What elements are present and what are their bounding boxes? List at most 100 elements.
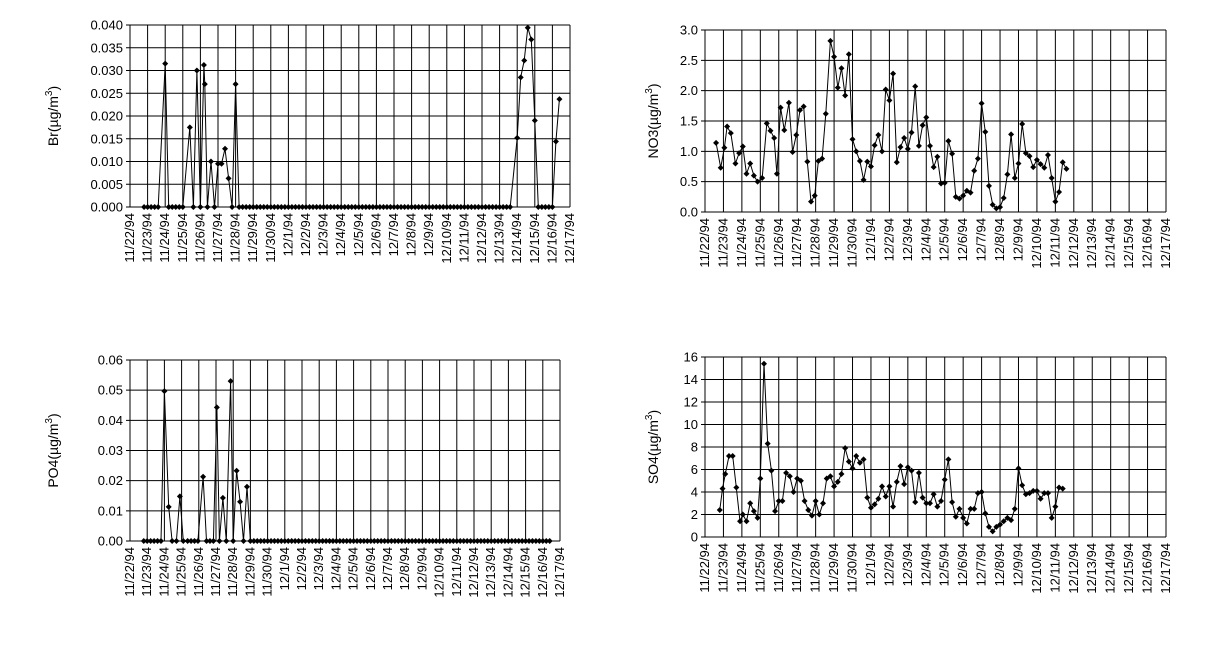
data-point	[247, 538, 254, 544]
data-point	[222, 145, 229, 152]
x-tick-label: 12/2/94	[881, 218, 896, 261]
data-point	[343, 538, 350, 544]
data-point	[785, 99, 792, 106]
series-line	[143, 381, 550, 542]
data-point	[773, 170, 780, 177]
data-point	[261, 538, 268, 544]
data-point	[532, 538, 539, 544]
data-point	[827, 37, 834, 44]
x-tick-label: 12/15/94	[518, 547, 533, 598]
data-point	[875, 495, 882, 502]
data-point	[867, 163, 874, 170]
data-point	[882, 493, 889, 500]
data-point	[912, 499, 919, 506]
data-point	[227, 378, 234, 385]
data-point	[960, 192, 967, 199]
data-point	[422, 204, 429, 210]
data-point	[391, 204, 397, 210]
data-point	[886, 97, 893, 104]
data-point	[539, 538, 546, 544]
y-axis-label: NO3(µg/m3)	[644, 83, 661, 158]
data-point	[200, 473, 207, 480]
data-point	[871, 142, 878, 149]
x-tick-label: 12/5/94	[351, 213, 366, 256]
x-tick-label: 12/9/94	[421, 213, 436, 256]
data-point	[340, 538, 347, 544]
data-point	[793, 131, 800, 138]
data-point	[1019, 121, 1026, 128]
x-tick-label: 11/24/94	[734, 218, 749, 268]
data-point	[373, 204, 380, 210]
data-point	[426, 538, 433, 544]
x-tick-label: 11/26/94	[771, 543, 786, 593]
x-tick-label: 11/25/94	[752, 218, 767, 268]
data-point	[831, 483, 838, 490]
data-point	[391, 538, 398, 544]
data-point	[271, 538, 278, 544]
y-tick-label: 4	[691, 485, 698, 500]
data-point	[860, 176, 867, 183]
data-point	[1056, 188, 1063, 195]
data-point	[336, 538, 343, 544]
data-point	[997, 204, 1004, 211]
x-tick-label: 12/17/94	[1158, 218, 1173, 269]
data-point	[176, 204, 183, 210]
x-tick-label: 12/7/94	[386, 213, 401, 256]
data-point	[319, 538, 326, 544]
data-point	[856, 459, 863, 466]
data-point	[464, 538, 471, 544]
data-point	[446, 538, 453, 544]
data-point	[1015, 465, 1022, 472]
x-tick-label: 11/23/94	[140, 213, 155, 263]
data-point	[306, 204, 313, 210]
data-point	[495, 538, 502, 544]
data-point	[376, 204, 383, 210]
data-point	[941, 476, 948, 483]
data-point	[845, 51, 852, 58]
data-point	[904, 464, 911, 471]
data-point	[215, 160, 221, 167]
data-point	[796, 107, 803, 114]
data-point	[398, 204, 405, 210]
br-chart: 0.000 0.005 0.010 0.015 0.020 0.025 0.030 0.035…	[44, 18, 577, 264]
x-tick-label: 11/22/94	[697, 543, 712, 593]
data-point	[278, 204, 285, 210]
x-tick-label: 11/29/94	[826, 543, 841, 593]
data-point	[257, 204, 264, 210]
data-point	[897, 463, 904, 470]
data-point	[436, 204, 443, 210]
data-point	[157, 538, 164, 544]
data-point	[165, 503, 172, 510]
x-tick-label: 11/28/94	[228, 213, 243, 263]
data-point	[797, 477, 804, 484]
x-tick-label: 12/8/94	[404, 213, 419, 256]
data-point	[161, 388, 168, 395]
x-tick-label: 12/7/94	[380, 547, 395, 590]
data-point	[934, 503, 941, 510]
x-tick-label: 12/10/94	[439, 213, 454, 264]
data-point	[436, 538, 443, 544]
data-point	[886, 483, 893, 490]
data-point	[989, 528, 996, 535]
data-point	[893, 478, 900, 485]
data-point	[496, 204, 503, 210]
data-point	[879, 148, 886, 155]
data-point	[447, 204, 454, 210]
x-tick-label: 12/11/94	[1047, 543, 1062, 593]
data-point	[923, 500, 930, 507]
data-point	[775, 498, 782, 504]
data-point	[842, 445, 849, 452]
data-point	[173, 538, 180, 544]
data-point	[395, 538, 402, 544]
data-point	[1044, 490, 1051, 497]
x-tick-label: 12/2/94	[294, 547, 309, 590]
x-tick-label: 11/25/94	[174, 547, 189, 597]
y-tick-label: 1.0	[680, 144, 698, 159]
x-tick-label: 11/23/94	[715, 218, 730, 268]
data-point	[405, 204, 412, 210]
data-point	[186, 124, 193, 131]
x-tick-label: 11/27/94	[208, 547, 223, 597]
x-tick-label: 12/14/94	[1103, 543, 1118, 594]
data-point	[842, 92, 849, 99]
data-point	[341, 204, 348, 210]
